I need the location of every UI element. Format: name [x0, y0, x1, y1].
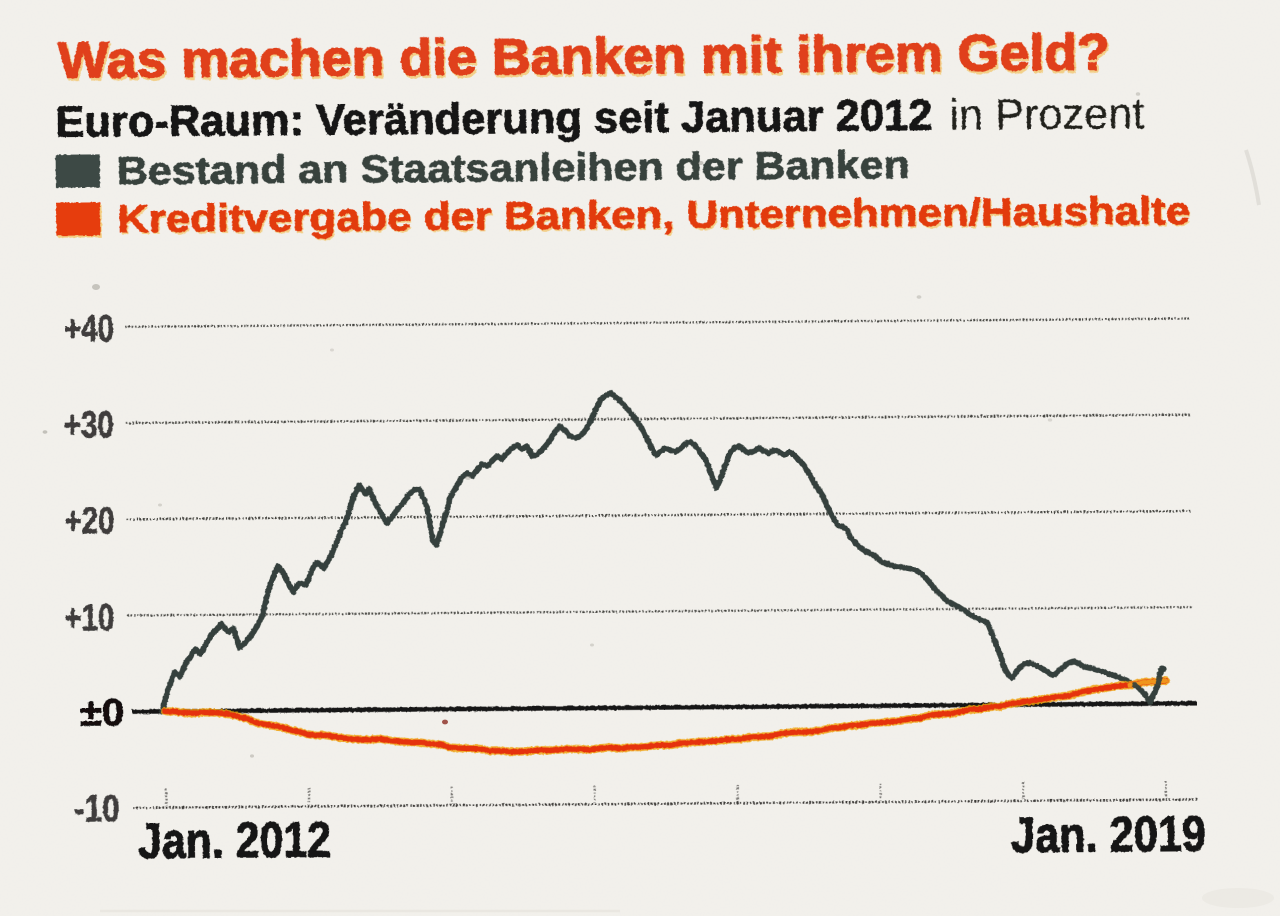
svg-text:Kreditvergabe der Banken, Unte: Kreditvergabe der Banken, Unternehmen/Ha…	[117, 190, 1190, 241]
svg-text:+40: +40	[64, 308, 114, 350]
svg-text:Was machen die Banken mit ihre: Was machen die Banken mit ihrem Geld?	[59, 26, 1111, 91]
svg-text:Euro-Raum: Veränderung seit Ja: Euro-Raum: Veränderung seit Januar 2012	[55, 91, 932, 147]
svg-text:+20: +20	[64, 500, 114, 542]
svg-text:Kreditvergabe der Banken, Unte: Kreditvergabe der Banken, Unternehmen/Ha…	[118, 192, 1191, 243]
svg-text:-10: -10	[74, 788, 120, 830]
svg-text:in Prozent: in Prozent	[949, 89, 1144, 140]
svg-text:Bestand an Staatsanleihen der: Bestand an Staatsanleihen der Banken	[117, 144, 910, 193]
svg-text:+30: +30	[64, 404, 114, 446]
svg-text:+10: +10	[64, 597, 114, 639]
svg-text:Was machen die Banken mit ihre: Was machen die Banken mit ihrem Geld?	[58, 23, 1110, 88]
svg-text:±0: ±0	[80, 692, 124, 734]
svg-text:Jan. 2019: Jan. 2019	[1011, 806, 1206, 864]
svg-text:Jan. 2012: Jan. 2012	[138, 812, 331, 870]
